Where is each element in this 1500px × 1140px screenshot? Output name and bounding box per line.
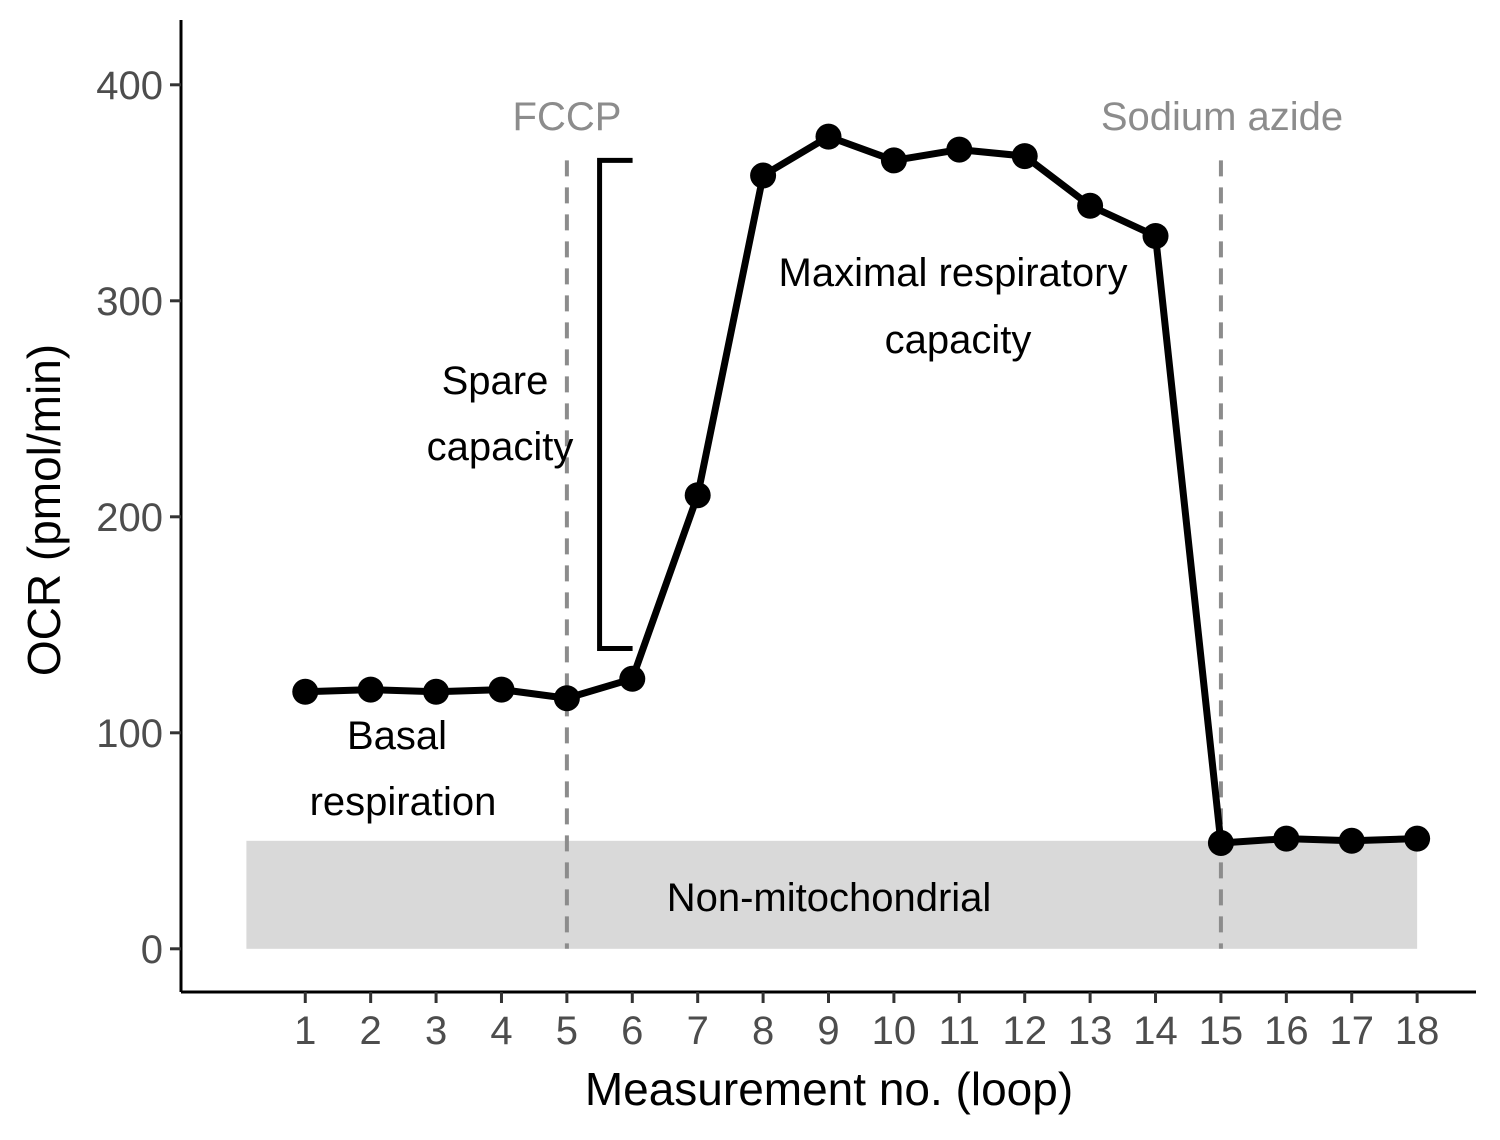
data-point-13 <box>1077 192 1104 219</box>
y-axis-title: OCR (pmol/min) <box>18 344 70 676</box>
text-layer: Measurement no. (loop) OCR (pmol/min) FC… <box>18 95 1343 1115</box>
x-tick-label-4: 4 <box>490 1009 512 1053</box>
x-tick-label-3: 3 <box>425 1009 447 1053</box>
data-point-7 <box>684 482 711 509</box>
x-tick-label-8: 8 <box>752 1009 774 1053</box>
vline-label-sodium-azide: Sodium azide <box>1101 95 1343 139</box>
data-point-2 <box>357 676 384 703</box>
data-point-4 <box>488 676 515 703</box>
data-point-10 <box>880 147 907 174</box>
x-tick-label-2: 2 <box>360 1009 382 1053</box>
x-tick-label-9: 9 <box>817 1009 839 1053</box>
annotation-spare-line1: Spare <box>442 359 549 403</box>
x-tick-label-6: 6 <box>621 1009 643 1053</box>
annotation-maximal-line2: capacity <box>885 318 1032 362</box>
x-tick-label-7: 7 <box>687 1009 709 1053</box>
x-tick-label-14: 14 <box>1133 1009 1178 1053</box>
vline-label-fccp: FCCP <box>513 95 622 139</box>
x-tick-label-18: 18 <box>1395 1009 1440 1053</box>
x-tick-label-11: 11 <box>939 1009 981 1053</box>
x-axis-title: Measurement no. (loop) <box>585 1063 1073 1115</box>
annotation-maximal-line1: Maximal respiratory <box>779 251 1128 295</box>
data-point-5 <box>553 685 580 712</box>
x-tick-label-15: 15 <box>1199 1009 1244 1053</box>
annotation-basal-line2: respiration <box>310 780 497 824</box>
y-tick-label-300: 300 <box>96 280 163 324</box>
x-tick-label-10: 10 <box>872 1009 917 1053</box>
series-line <box>301 133 1421 847</box>
data-point-17 <box>1338 827 1365 854</box>
data-point-16 <box>1273 825 1300 852</box>
spare-capacity-bracket <box>597 157 633 652</box>
data-point-11 <box>946 136 973 163</box>
band-label: Non-mitochondrial <box>667 876 992 920</box>
data-point-15 <box>1207 829 1234 856</box>
data-point-3 <box>423 678 450 705</box>
annotation-spare-line2: capacity <box>427 425 574 469</box>
y-tick-label-200: 200 <box>96 496 163 540</box>
x-tick-label-13: 13 <box>1068 1009 1113 1053</box>
x-tick-label-16: 16 <box>1264 1009 1309 1053</box>
series-layer <box>292 123 1431 856</box>
y-tick-label-100: 100 <box>96 712 163 756</box>
data-point-8 <box>750 162 777 189</box>
x-tick-label-5: 5 <box>556 1009 578 1053</box>
x-tick-label-12: 12 <box>1002 1009 1047 1053</box>
y-tick-label-400: 400 <box>96 64 163 108</box>
data-point-14 <box>1142 223 1169 249</box>
annotation-basal-line1: Basal <box>347 714 447 758</box>
data-point-9 <box>815 123 842 150</box>
data-point-12 <box>1011 143 1038 170</box>
x-tick-label-1: 1 <box>294 1009 316 1053</box>
bracket-layer <box>597 157 633 652</box>
y-tick-label-0: 0 <box>141 928 163 972</box>
data-point-6 <box>619 665 646 692</box>
x-tick-label-17: 17 <box>1329 1009 1374 1053</box>
data-point-1 <box>292 678 319 705</box>
data-point-18 <box>1404 825 1431 852</box>
